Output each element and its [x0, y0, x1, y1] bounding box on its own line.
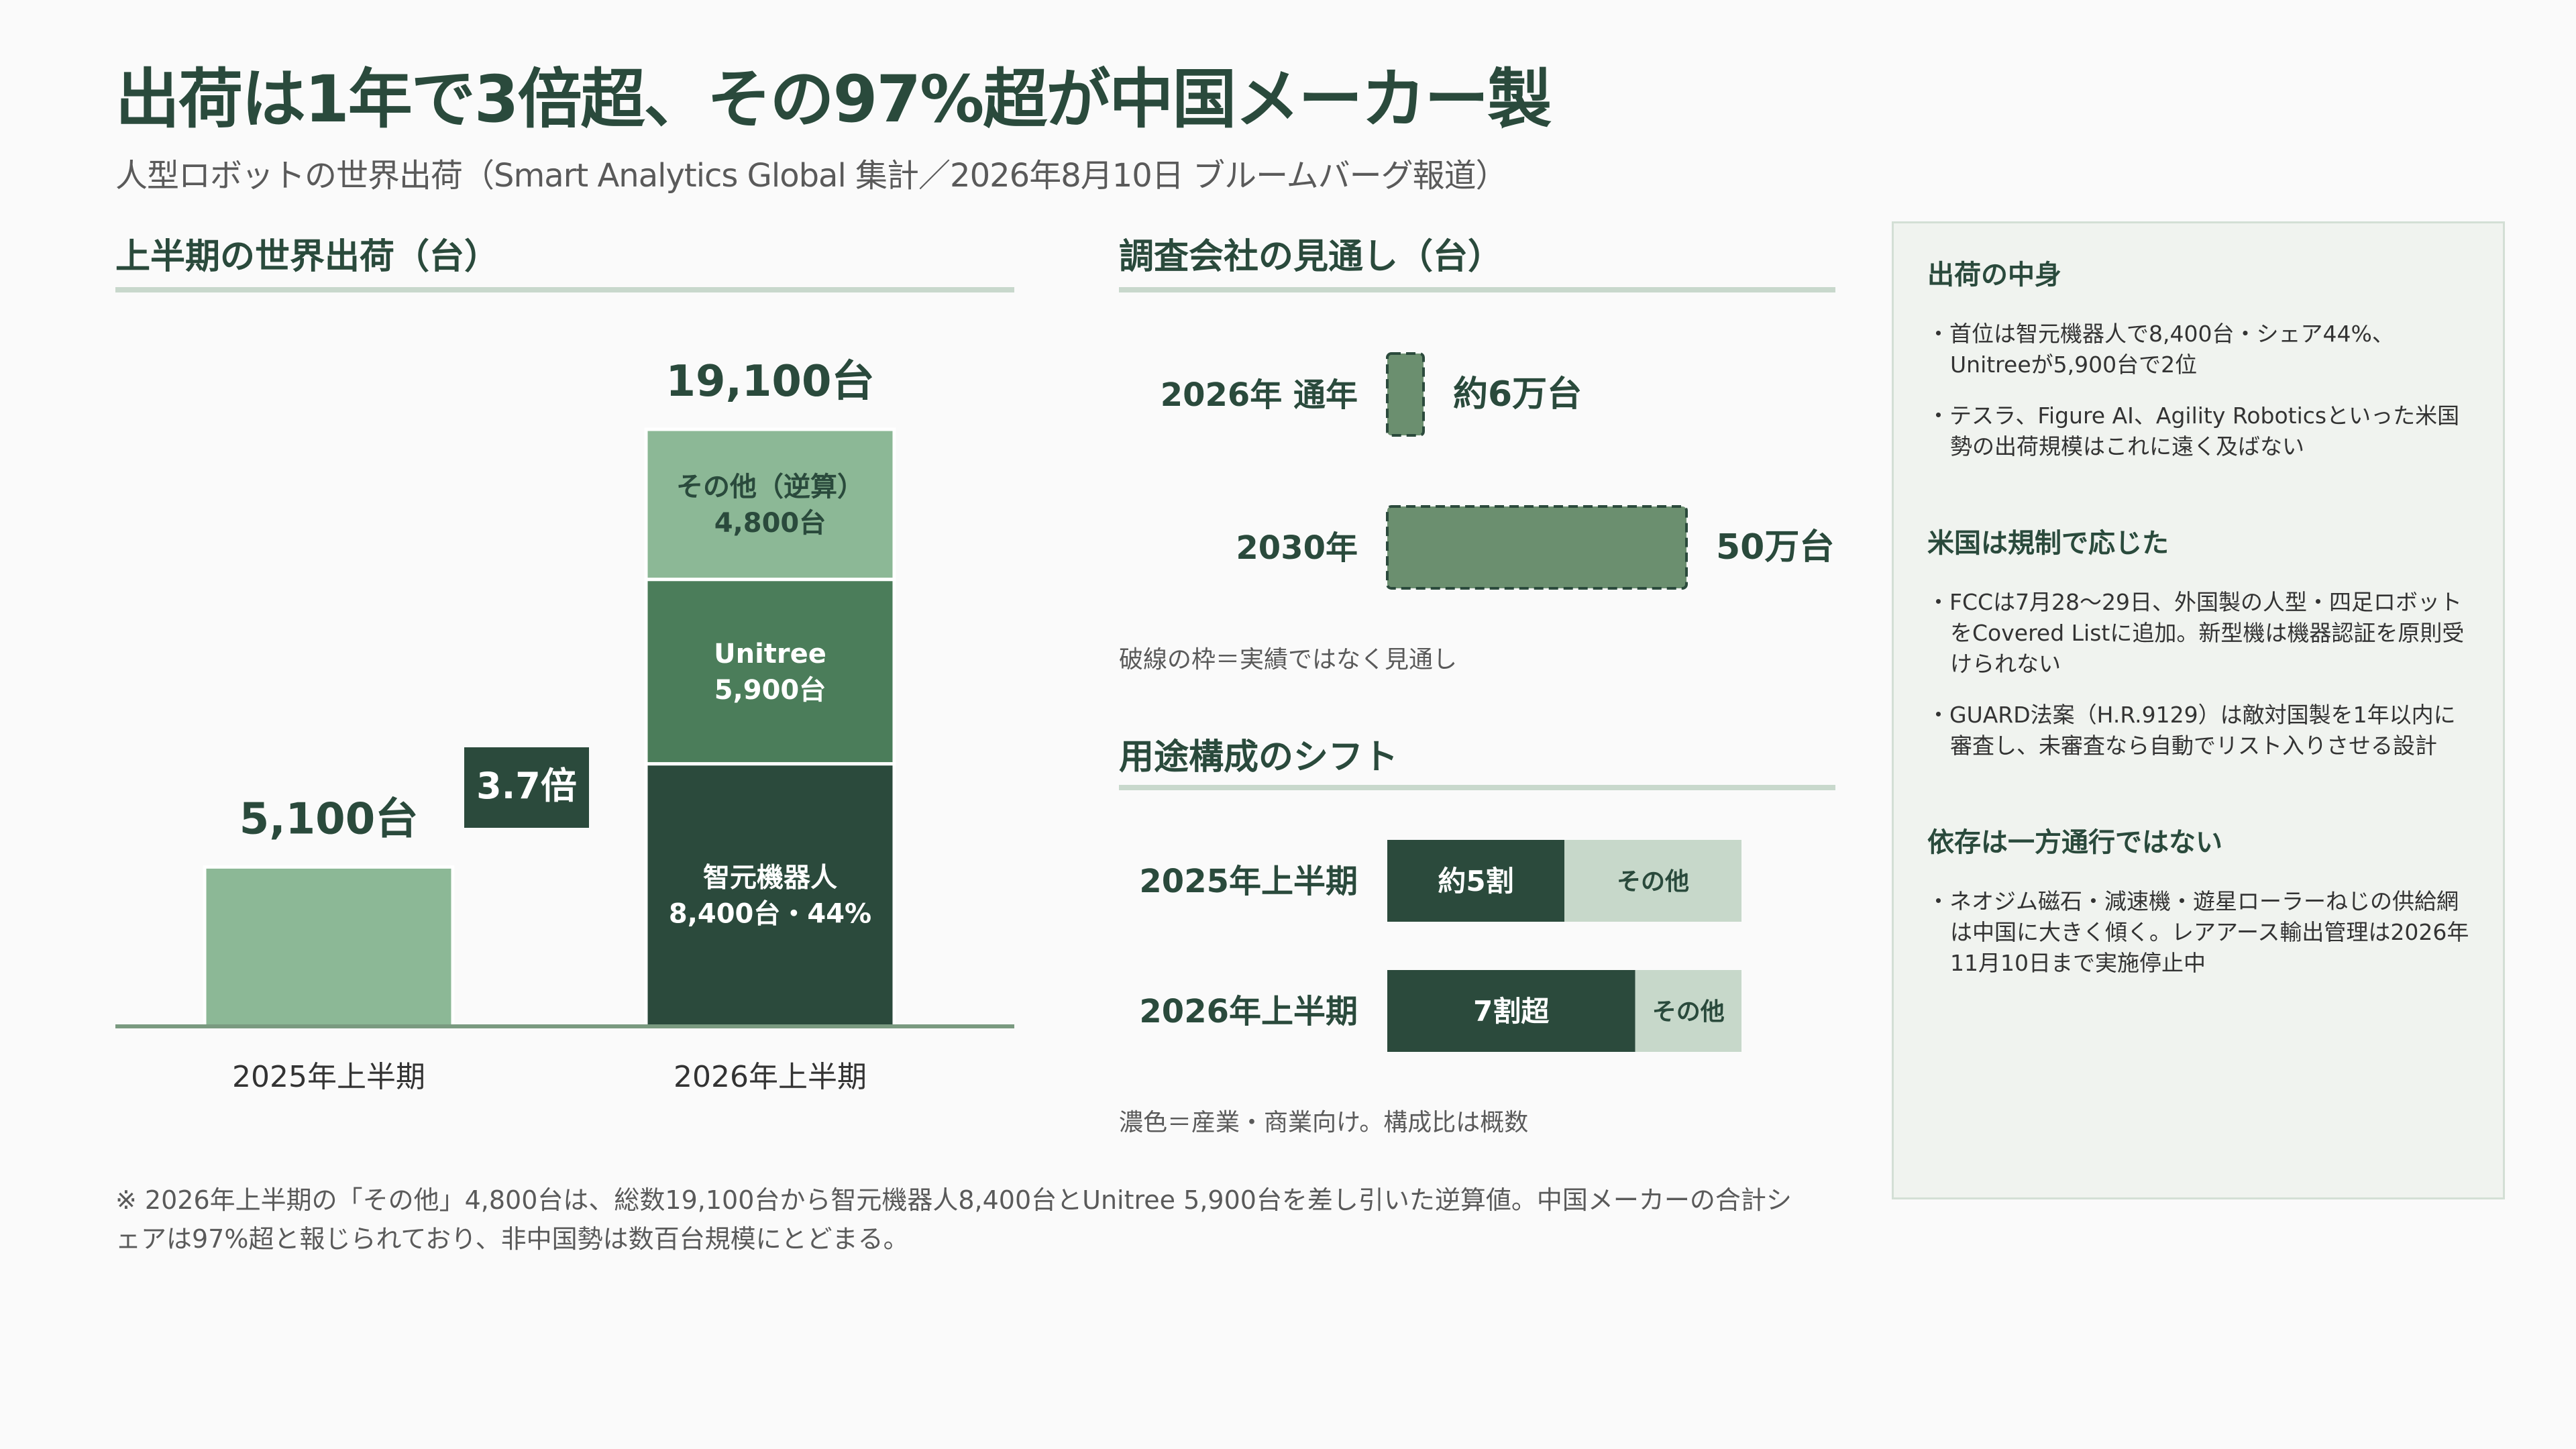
bar-segment-label: 智元機器人 8,400台・44% [669, 862, 871, 929]
usage-segment-label: 7割超 [1473, 995, 1550, 1028]
usage-divider [1119, 785, 1835, 790]
sidebar-bullet: ・GUARD法案（H.R.9129）は敵対国製を1年以内に審査し、未審査なら自動… [1927, 702, 2456, 759]
shipments-chart-title: 上半期の世界出荷（台） [115, 237, 500, 277]
bar-total-label: 5,100台 [239, 794, 418, 844]
x-tick-label: 2025年上半期 [232, 1060, 425, 1094]
sidebar-section-regulation: 米国は規制で応じた ・FCCは7月28〜29日、外国製の人型・四足ロボットをCo… [1927, 521, 2469, 761]
growth-badge-label: 3.7倍 [476, 765, 577, 807]
forecast-chart-title: 調査会社の見通し（台） [1119, 237, 1503, 277]
forecast-value-label: 50万台 [1716, 527, 1834, 568]
usage-category-label: 2025年上半期 [1139, 863, 1358, 900]
forecast-note: 破線の枠＝実績ではなく見通し [1119, 646, 1458, 674]
usage-note: 濃色＝産業・商業向け。構成比は概数 [1119, 1109, 1529, 1136]
forecast-divider [1119, 287, 1835, 292]
usage-chart-title: 用途構成のシフト [1119, 737, 1399, 777]
page-subtitle: 人型ロボットの世界出荷（Smart Analytics Global 集計／20… [115, 157, 1508, 195]
bar-segment [644, 762, 896, 1028]
bar-total-label: 19,100台 [666, 357, 875, 407]
usage-bar-segment [1387, 970, 1635, 1052]
usage-bar-segment [1564, 840, 1741, 922]
usage-category-label: 2026年上半期 [1139, 993, 1358, 1030]
sidebar-bullet: ・FCCは7月28〜29日、外国製の人型・四足ロボットをCovered List… [1927, 589, 2465, 677]
sidebar-heading: 依存は一方通行ではない [1927, 827, 2222, 858]
footnote: ※ 2026年上半期の「その他」4,800台は、総数19,100台から智元機器人… [115, 1185, 1792, 1254]
sidebar-heading: 出荷の中身 [1927, 260, 2061, 290]
bar-segment-label: その他（逆算） 4,800台 [676, 472, 864, 539]
growth-badge [464, 747, 589, 828]
sidebar-panel: 出荷の中身 ・首位は智元機器人で8,400台・シェア44%、Unitreeが5,… [1892, 221, 2505, 1199]
usage-bar-segment [1387, 840, 1564, 922]
sidebar-bullet: ・首位は智元機器人で8,400台・シェア44%、Unitreeが5,900台で2… [1927, 321, 2394, 378]
forecast-bar [1386, 352, 1425, 437]
x-tick-label: 2026年上半期 [674, 1060, 867, 1094]
sidebar-heading: 米国は規制で応じた [1927, 528, 2169, 559]
shipments-divider [115, 287, 1014, 292]
bar-segment [203, 865, 455, 1028]
bar-segment [644, 427, 896, 582]
forecast-category-label: 2030年 [1236, 529, 1358, 567]
usage-segment-label: 約5割 [1438, 865, 1513, 898]
bar-segment [644, 578, 896, 766]
page-title: 出荷は1年で3倍超、その97%超が中国メーカー製 [115, 62, 1552, 137]
sidebar-bullet: ・ネオジム磁石・減速機・遊星ローラーねじの供給網は中国に大きく傾く。レアアース輸… [1927, 888, 2469, 976]
sidebar-section-dependency: 依存は一方通行ではない ・ネオジム磁石・減速機・遊星ローラーねじの供給網は中国に… [1927, 820, 2469, 979]
usage-bar-segment [1635, 970, 1741, 1052]
forecast-value-label: 約6万台 [1453, 374, 1582, 415]
bar-segment-label: Unitree 5,900台 [714, 639, 826, 706]
forecast-bar [1386, 505, 1688, 590]
sidebar-bullet: ・テスラ、Figure AI、Agility Roboticsといった米国勢の出… [1927, 402, 2460, 460]
sidebar-section-shipments: 出荷の中身 ・首位は智元機器人で8,400台・シェア44%、Unitreeが5,… [1927, 253, 2469, 462]
usage-segment-label: その他 [1652, 998, 1725, 1026]
usage-segment-label: その他 [1617, 868, 1689, 896]
forecast-category-label: 2026年 通年 [1161, 376, 1358, 414]
